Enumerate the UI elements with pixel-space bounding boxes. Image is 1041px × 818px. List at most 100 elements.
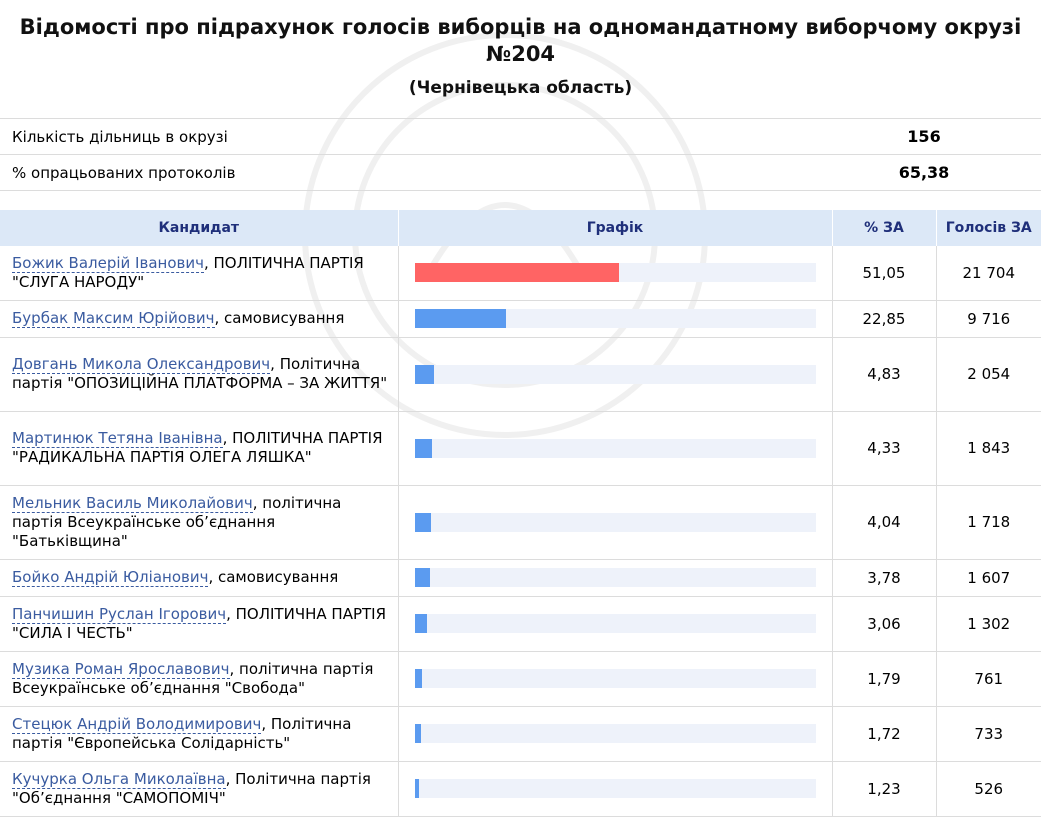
percent-value: 1,79: [831, 651, 936, 707]
percent-value: 4,83: [831, 337, 936, 412]
vote-bar-track: [414, 263, 816, 283]
candidate-party: , політична партія Всеукраїнське об’єдна…: [12, 659, 374, 697]
candidate-name-link[interactable]: Стецюк Андрій Володимирович: [12, 714, 262, 734]
candidate-cell: Бойко Андрій Юліанович, самовисування: [0, 559, 398, 597]
vote-bar-track: [414, 614, 816, 633]
percent-value: 1,72: [831, 706, 936, 762]
candidate-row: Бойко Андрій Юліанович, самовисування 3,7…: [0, 559, 1041, 597]
chart-cell: [397, 559, 832, 597]
votes-value: 733: [935, 706, 1041, 762]
results-table: Кандидат Графік % ЗА Голосів ЗА Божик Ва…: [0, 210, 1041, 817]
vote-bar-track: [414, 669, 816, 688]
vote-bar-track: [414, 568, 816, 587]
candidate-row: Мельник Василь Миколайович, політична па…: [0, 485, 1041, 560]
candidate-cell: Бурбак Максим Юрійович, самовисування: [0, 300, 398, 338]
candidate-row: Музика Роман Ярославович, політична парт…: [0, 651, 1041, 707]
candidate-party: , політична партія Всеукраїнське об’єдна…: [12, 493, 342, 550]
vote-bar-track: [414, 438, 816, 458]
chart-cell: [397, 337, 832, 412]
candidate-name-link[interactable]: Мартинюк Тетяна Іванівна: [12, 429, 223, 448]
candidate-name-link[interactable]: Кучурка Ольга Миколаївна: [12, 769, 226, 789]
column-header-candidate: Кандидат: [0, 210, 398, 246]
vote-bar-track: [414, 779, 816, 798]
candidate-cell: Стецюк Андрій Володимирович, Політична п…: [0, 706, 398, 762]
candidate-cell: Панчишин Руслан Ігорович, ПОЛІТИЧНА ПАРТ…: [0, 596, 398, 652]
vote-bar-fill: [414, 438, 432, 458]
candidate-row: Довгань Микола Олександрович, Політична …: [0, 337, 1041, 412]
vote-bar-fill: [414, 309, 507, 328]
summary-value: 65,38: [807, 154, 1041, 191]
summary-value: 156: [807, 118, 1041, 155]
candidate-party: , ПОЛІТИЧНА ПАРТІЯ "СИЛА І ЧЕСТЬ": [12, 604, 387, 642]
vote-bar-fill: [414, 263, 620, 283]
vote-bar-fill: [414, 779, 420, 798]
results-header-row: Кандидат Графік % ЗА Голосів ЗА: [0, 210, 1041, 246]
candidate-name-link[interactable]: Мельник Василь Миколайович: [12, 493, 253, 513]
percent-value: 4,33: [831, 411, 936, 486]
summary-label: % опрацьованих протоколів: [0, 154, 807, 191]
candidate-cell: Довгань Микола Олександрович, Політична …: [0, 337, 398, 412]
candidate-cell: Музика Роман Ярославович, політична парт…: [0, 651, 398, 707]
vote-bar-track: [414, 364, 816, 384]
candidate-cell: Кучурка Ольга Миколаївна, Політична парт…: [0, 761, 398, 817]
district-summary-table: Кількість дільниць в окрузі 156 % опраць…: [0, 118, 1041, 191]
vote-bar-fill: [414, 568, 430, 587]
summary-row: % опрацьованих протоколів 65,38: [0, 154, 1041, 191]
vote-bar-track: [414, 309, 816, 328]
page-header: Відомості про підрахунок голосів виборці…: [0, 0, 1041, 98]
candidate-name-link[interactable]: Довгань Микола Олександрович: [12, 355, 271, 374]
candidate-party: , самовисування: [208, 568, 339, 586]
column-header-chart: Графік: [397, 210, 832, 246]
chart-cell: [397, 761, 832, 817]
percent-value: 51,05: [831, 246, 936, 301]
vote-bar-fill: [414, 724, 422, 743]
candidate-cell: Мельник Василь Миколайович, політична па…: [0, 485, 398, 560]
chart-cell: [397, 411, 832, 486]
summary-row: Кількість дільниць в окрузі 156: [0, 118, 1041, 155]
votes-value: 21 704: [935, 246, 1041, 301]
candidate-row: Бурбак Максим Юрійович, самовисування 22,…: [0, 300, 1041, 338]
votes-value: 1 302: [935, 596, 1041, 652]
candidate-cell: Мартинюк Тетяна Іванівна, ПОЛІТИЧНА ПАРТ…: [0, 411, 398, 486]
percent-value: 1,23: [831, 761, 936, 817]
column-header-percent: % ЗА: [831, 210, 936, 246]
candidate-name-link[interactable]: Музика Роман Ярославович: [12, 659, 230, 679]
chart-cell: [397, 485, 832, 560]
candidate-party: , самовисування: [214, 309, 345, 327]
votes-value: 1 843: [935, 411, 1041, 486]
chart-cell: [397, 651, 832, 707]
vote-bar-fill: [414, 364, 434, 384]
votes-value: 9 716: [935, 300, 1041, 338]
chart-cell: [397, 596, 832, 652]
candidate-name-link[interactable]: Бойко Андрій Юліанович: [12, 568, 209, 587]
percent-value: 3,06: [831, 596, 936, 652]
candidate-party: , Політична партія "Об’єднання "САМОПОМІ…: [12, 769, 371, 807]
percent-value: 22,85: [831, 300, 936, 338]
candidate-cell: Божик Валерій Іванович, ПОЛІТИЧНА ПАРТІЯ…: [0, 246, 398, 301]
chart-cell: [397, 300, 832, 338]
votes-value: 1 718: [935, 485, 1041, 560]
region-subtitle: (Чернівецька область): [408, 78, 633, 98]
candidate-name-link[interactable]: Божик Валерій Іванович: [12, 253, 204, 273]
votes-value: 526: [935, 761, 1041, 817]
column-header-votes: Голосів ЗА: [935, 210, 1041, 246]
vote-bar-track: [414, 512, 816, 532]
page-title: Відомості про підрахунок голосів виборці…: [19, 15, 1022, 66]
percent-value: 3,78: [831, 559, 936, 597]
candidate-row: Панчишин Руслан Ігорович, ПОЛІТИЧНА ПАРТ…: [0, 596, 1041, 652]
candidate-row: Божик Валерій Іванович, ПОЛІТИЧНА ПАРТІЯ…: [0, 246, 1041, 301]
vote-bar-fill: [414, 669, 422, 688]
candidate-party: , Політична партія "Європейська Солідарн…: [12, 714, 352, 752]
chart-cell: [397, 246, 832, 301]
results-body: Божик Валерій Іванович , ПОЛІТИЧНА ПАРТІЯ…: [0, 246, 1041, 817]
candidate-name-link[interactable]: Бурбак Максим Юрійович: [12, 309, 215, 328]
vote-bar-fill: [414, 614, 427, 633]
candidate-row: Мартинюк Тетяна Іванівна, ПОЛІТИЧНА ПАРТ…: [0, 411, 1041, 486]
vote-bar-fill: [414, 512, 431, 532]
candidate-name-link[interactable]: Панчишин Руслан Ігорович: [12, 604, 227, 624]
percent-value: 4,04: [831, 485, 936, 560]
candidate-row: Стецюк Андрій Володимирович, Політична п…: [0, 706, 1041, 762]
summary-label: Кількість дільниць в окрузі: [0, 118, 807, 155]
candidate-row: Кучурка Ольга Миколаївна, Політична парт…: [0, 761, 1041, 817]
votes-value: 761: [935, 651, 1041, 707]
